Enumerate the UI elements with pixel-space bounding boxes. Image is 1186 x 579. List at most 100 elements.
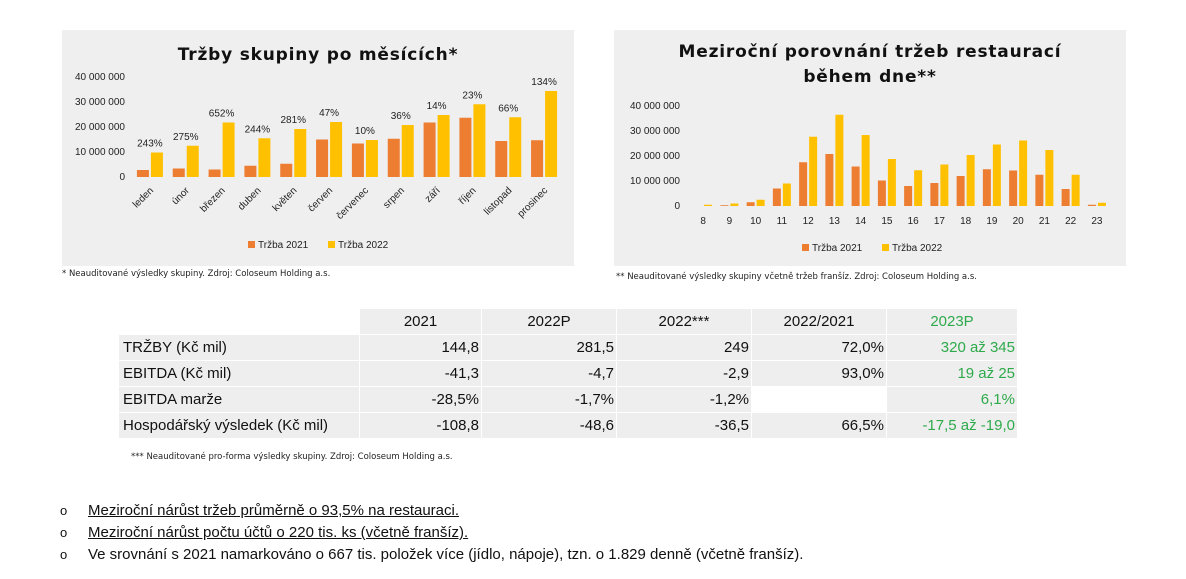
bar-2022 [914, 170, 923, 206]
bar-2021 [351, 143, 364, 177]
data-label: 281% [280, 115, 306, 126]
data-label: 652% [209, 109, 235, 120]
x-tick-label: 17 [934, 216, 946, 227]
data-label: 243% [137, 139, 163, 150]
x-tick-label: srpen [381, 185, 406, 210]
bar-2022 [992, 144, 1001, 206]
bar-2022 [186, 145, 199, 177]
bar-2022 [1019, 140, 1028, 206]
bar-2022 [861, 135, 870, 206]
bar-2022 [365, 140, 378, 177]
bar-2021 [1087, 204, 1096, 206]
x-tick-label: březen [198, 185, 227, 214]
x-tick-label: 13 [829, 216, 841, 227]
y-tick-label: 0 [119, 172, 125, 183]
bar-2021 [851, 166, 860, 206]
bar-2021 [1035, 174, 1044, 206]
table-cell: -4,7 [481, 360, 617, 387]
data-label: 134% [531, 77, 557, 88]
x-tick-label: 22 [1065, 216, 1077, 227]
y-tick-label: 30 000 000 [75, 97, 125, 108]
table-row: EBITDA marže -28,5% -1,7% -1,2% 6,1% [119, 386, 1018, 413]
data-label: 275% [173, 132, 199, 143]
x-tick-label: 9 [727, 216, 733, 227]
x-tick-label: 18 [960, 216, 972, 227]
legend-label: Tržba 2022 [338, 240, 389, 251]
x-tick-label: 16 [908, 216, 920, 227]
table-header-row: 2021 2022P 2022*** 2022/2021 2023P [119, 309, 1018, 335]
chart-title-line2: během dne** [803, 67, 937, 87]
data-label: 36% [391, 111, 411, 122]
bar-2021 [772, 188, 781, 206]
list-item: o Meziroční nárůst počtu účtů o 220 tis. … [60, 522, 803, 544]
table-header-cell: 2021 [359, 309, 482, 335]
bar-2022 [756, 199, 765, 206]
table-cell: -17,5 až -19,0 [886, 412, 1018, 439]
circle-bullet-icon: o [60, 525, 68, 540]
bar-2021 [244, 165, 257, 177]
x-tick-label: 11 [777, 216, 788, 227]
bar-2022 [1045, 150, 1054, 206]
bar-2021 [825, 154, 834, 206]
x-tick-label: 15 [881, 216, 893, 227]
table-header-cell [119, 309, 360, 335]
bar-2021 [720, 205, 729, 206]
legend-label: Tržba 2022 [892, 243, 943, 254]
bullet-text: Meziroční nárůst tržeb průměrně o 93,5% … [88, 502, 460, 519]
bar-2022 [509, 117, 522, 177]
list-item: o Meziroční nárůst tržeb průměrně o 93,5%… [60, 500, 803, 522]
data-label: 23% [462, 90, 482, 101]
bar-2021 [904, 186, 913, 206]
x-tick-label: 20 [1013, 216, 1025, 227]
bar-2022 [809, 136, 818, 206]
x-tick-label: červenec [335, 185, 371, 221]
bar-2022 [1071, 174, 1080, 206]
bar-2022 [330, 122, 343, 177]
table-footnote: *** Neauditované pro-forma výsledky skup… [131, 452, 453, 462]
chart-title-line1: Meziroční porovnání tržeb restaurací [678, 42, 1062, 62]
y-tick-label: 20 000 000 [630, 151, 680, 162]
x-tick-label: únor [170, 185, 192, 207]
table-cell: 320 až 345 [886, 334, 1018, 361]
y-tick-label: 10 000 000 [630, 176, 680, 187]
row-label: TRŽBY (Kč mil) [119, 334, 360, 361]
legend-label: Tržba 2021 [812, 243, 863, 254]
bar-2021 [956, 176, 965, 206]
bar-2022 [545, 91, 558, 177]
table-cell: 72,0% [751, 334, 887, 361]
bar-2021 [280, 163, 293, 177]
table-cell: -1,7% [481, 386, 617, 413]
hourly-revenue-chart: Meziroční porovnání tržeb restaurací běh… [614, 30, 1126, 266]
table-row: Hospodářský výsledek (Kč mil) -108,8 -48… [119, 412, 1018, 439]
data-label: 14% [427, 101, 447, 112]
x-tick-label: 23 [1091, 216, 1103, 227]
hourly-revenue-plot: 0 10 000 000 20 000 000 30 000 000 40 000 00… [630, 101, 1106, 254]
row-label: Hospodářský výsledek (Kč mil) [119, 412, 360, 439]
table-cell: 93,0% [751, 360, 887, 387]
bullet-text: Meziroční nárůst počtu účtů o 220 tis. k… [88, 524, 469, 541]
table-header-cell: 2022/2021 [751, 309, 887, 335]
bar-2021 [172, 168, 185, 177]
bar-2022 [473, 104, 486, 177]
table-cell: 281,5 [481, 334, 617, 361]
x-tick-label: říjen [457, 185, 479, 207]
x-tick-label: leden [131, 185, 156, 210]
bar-2021 [531, 140, 544, 177]
legend-swatch [328, 241, 335, 248]
bar-2021 [930, 183, 939, 206]
table-cell: 6,1% [886, 386, 1018, 413]
table-cell: -36,5 [616, 412, 752, 439]
bullet-text: Ve srovnání s 2021 namarkováno o 667 tis… [88, 546, 804, 563]
legend-swatch [802, 244, 809, 251]
bar-2022 [401, 125, 414, 177]
chart-footnote: ** Neauditované výsledky skupiny včetně … [616, 272, 977, 282]
bar-2022 [704, 204, 713, 206]
table-cell: 66,5% [751, 412, 887, 439]
highlights-list: o Meziroční nárůst tržeb průměrně o 93,5%… [60, 500, 803, 566]
financial-results-table: 2021 2022P 2022*** 2022/2021 2023P TRŽBY… [119, 309, 1018, 439]
bar-2021 [459, 117, 472, 177]
legend-swatch [248, 241, 255, 248]
bar-2022 [150, 152, 163, 177]
bar-2021 [799, 162, 808, 206]
circle-bullet-icon: o [60, 503, 68, 518]
